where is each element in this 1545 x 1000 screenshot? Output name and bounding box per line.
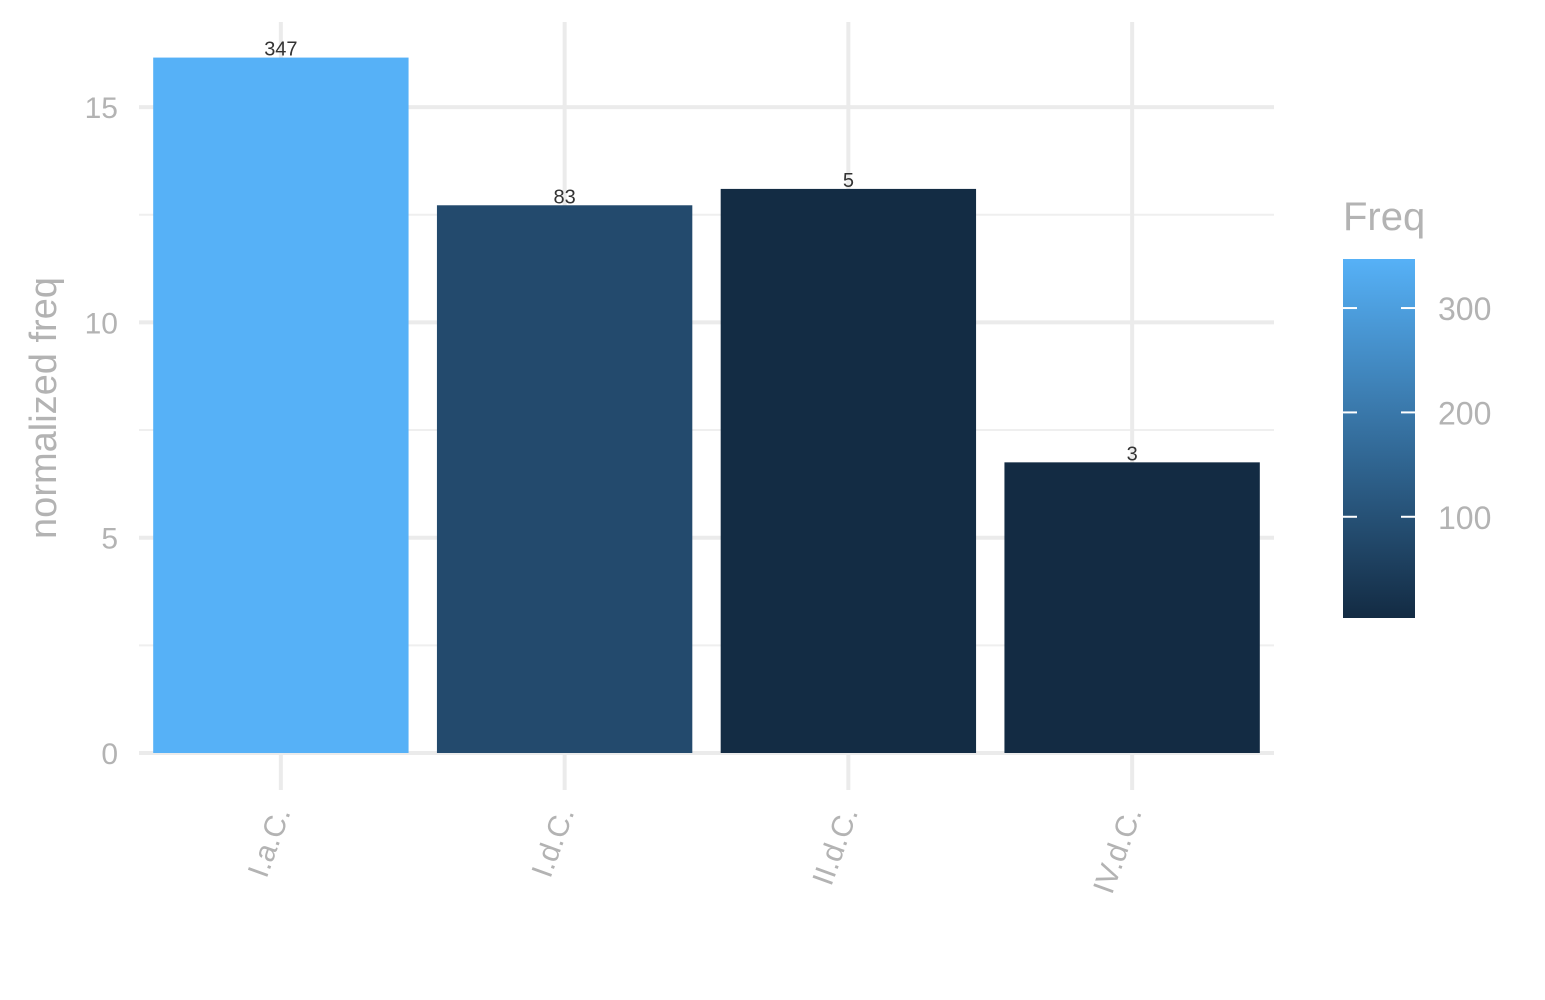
- bar: [720, 188, 977, 753]
- y-tick-label: 10: [85, 307, 118, 340]
- bar: [436, 205, 693, 753]
- legend-ticks: 100 200 300: [1343, 291, 1491, 536]
- bar: [1004, 462, 1260, 753]
- y-axis-tick-labels: 0 5 10 15: [85, 92, 118, 771]
- bar-label: 347: [264, 39, 297, 61]
- legend-tick-label: 300: [1438, 291, 1491, 327]
- legend-tick-label: 200: [1438, 395, 1491, 431]
- x-tick-label: I.a.C.: [242, 803, 298, 882]
- x-tick-label: II.d.C.: [807, 803, 865, 889]
- bar-labels: 347 83 5 3: [264, 39, 1138, 466]
- y-tick-label: 15: [85, 92, 118, 125]
- legend-title: Freq: [1343, 195, 1425, 239]
- legend-tick-label: 100: [1438, 500, 1491, 536]
- legend-color-bar: [1343, 259, 1415, 618]
- bars: [153, 57, 1260, 754]
- bar-label: 3: [1127, 443, 1138, 465]
- y-axis-title: normalized freq: [23, 277, 65, 539]
- bar: [153, 57, 409, 754]
- y-tick-label: 0: [101, 738, 118, 771]
- x-tick-label: IV.d.C.: [1087, 803, 1148, 898]
- x-axis-tick-labels: I.a.C. I.d.C. II.d.C. IV.d.C.: [242, 803, 1149, 898]
- x-tick-label: I.d.C.: [526, 803, 582, 882]
- bar-label: 83: [554, 186, 576, 208]
- y-tick-label: 5: [101, 523, 118, 556]
- bar-label: 5: [843, 170, 854, 192]
- legend: Freq 100 200 300: [1343, 195, 1491, 618]
